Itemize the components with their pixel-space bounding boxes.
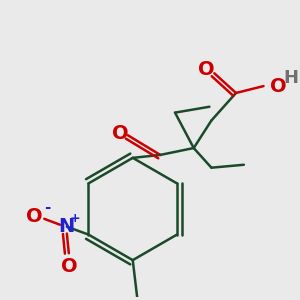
- Text: O: O: [270, 76, 287, 96]
- Text: H: H: [283, 69, 298, 87]
- Text: -: -: [44, 200, 50, 214]
- Text: O: O: [61, 256, 77, 275]
- Text: O: O: [198, 60, 215, 79]
- Text: O: O: [26, 207, 43, 226]
- Text: +: +: [69, 212, 80, 225]
- Text: O: O: [112, 124, 128, 143]
- Text: N: N: [59, 217, 75, 236]
